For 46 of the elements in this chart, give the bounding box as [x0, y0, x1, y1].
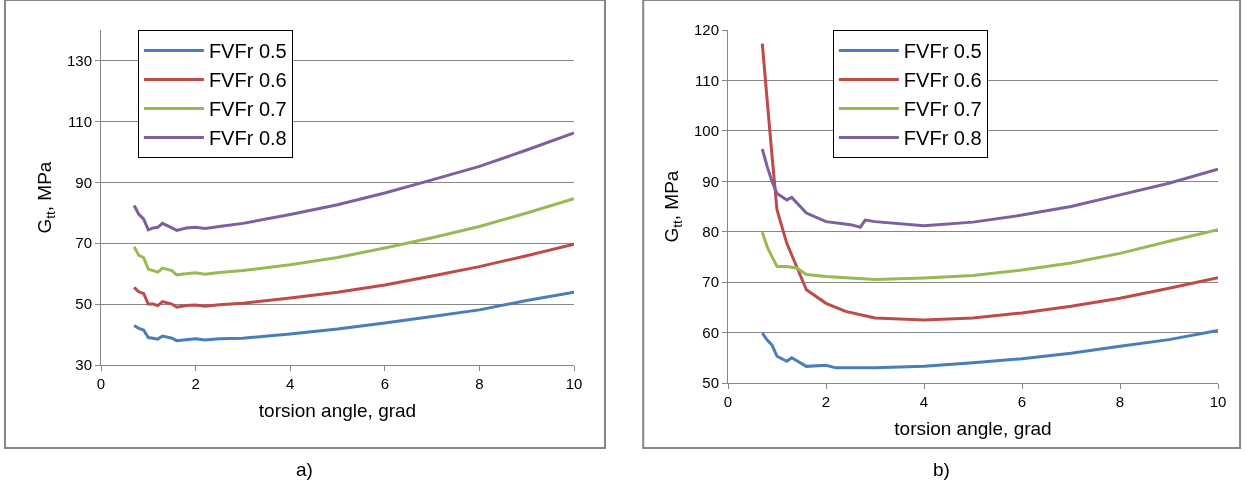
legend-label: FVFr 0.6	[208, 69, 287, 92]
x-axis-title: torsion angle, grad	[894, 417, 1052, 439]
line-series	[760, 329, 1218, 370]
x-tick-label: 8	[1115, 393, 1125, 410]
x-tick-label: 8	[475, 375, 484, 392]
x-tick-label: 10	[565, 375, 583, 392]
y-tick-label: 90	[702, 172, 719, 190]
line-series	[760, 42, 1218, 322]
legend-label: FVFr 0.8	[903, 127, 982, 150]
line-series	[132, 290, 574, 343]
text: b)	[933, 459, 950, 480]
x-tick-label: 2	[191, 375, 200, 392]
x-tick-label: 0	[96, 375, 106, 392]
x-tick-label: 4	[919, 393, 929, 410]
y-tick-label: 120	[693, 21, 719, 39]
text: a)	[296, 459, 313, 480]
legend-label: FVFr 0.6	[903, 69, 982, 92]
x-tick-label: 6	[380, 375, 389, 392]
y-tick-label: 50	[75, 295, 92, 313]
line-series	[760, 147, 1218, 229]
line-series	[132, 131, 574, 232]
y-tick-label: 70	[702, 273, 719, 291]
y-tick-label: 30	[75, 356, 92, 374]
line-series	[760, 228, 1218, 282]
y-tick-label: 90	[75, 173, 92, 191]
line-series	[132, 197, 574, 277]
y-tick-label: 70	[75, 234, 92, 252]
line-series	[132, 242, 574, 309]
y-tick-label: 110	[68, 112, 92, 130]
y-tick-label: 100	[693, 122, 719, 140]
x-tick-label: 0	[723, 393, 733, 410]
legend-label: FVFr 0.5	[208, 40, 287, 63]
legend-label: FVFr 0.7	[208, 98, 287, 121]
y-tick-label: 80	[702, 222, 719, 240]
y-tick-label: 60	[702, 323, 719, 341]
legend-label: FVFr 0.5	[903, 40, 982, 63]
x-tick-label: 4	[286, 375, 295, 392]
y-tick-label: 110	[695, 71, 719, 89]
legend-label: FVFr 0.8	[208, 127, 287, 150]
legend-label: FVFr 0.7	[903, 98, 982, 121]
x-axis-title: torsion angle, grad	[258, 399, 417, 421]
y-tick-label: 50	[702, 374, 719, 392]
x-tick-label: 10	[1209, 393, 1227, 410]
x-tick-label: 6	[1017, 393, 1027, 410]
x-tick-label: 2	[821, 393, 831, 410]
y-tick-label: 130	[66, 51, 92, 69]
